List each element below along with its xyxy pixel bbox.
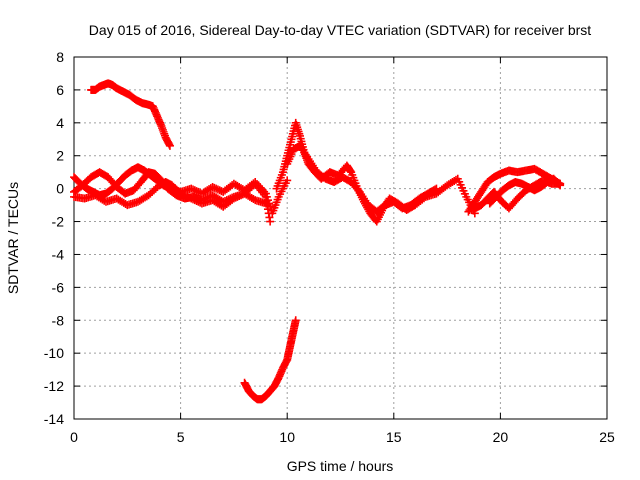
data-point: [213, 185, 222, 194]
data-point: [235, 192, 244, 201]
grid: [74, 57, 607, 419]
data-point: [180, 191, 189, 200]
chart-title: Day 015 of 2016, Sidereal Day-to-day VTE…: [89, 22, 591, 38]
x-axis-label: GPS time / hours: [287, 458, 394, 474]
data-point: [237, 191, 246, 200]
data-point: [291, 316, 300, 325]
data-point: [266, 217, 275, 226]
data-point: [181, 192, 190, 201]
data-point: [208, 182, 217, 191]
y-tick-label: 2: [56, 148, 64, 164]
data-point: [249, 195, 258, 204]
data-point: [192, 187, 201, 196]
y-tick-label: 6: [56, 82, 64, 98]
data-point: [190, 186, 199, 195]
data-point: [192, 196, 201, 205]
data-point: [185, 193, 194, 202]
x-tick-label: 20: [493, 429, 509, 445]
data-point: [187, 194, 196, 203]
y-tick-label: -4: [52, 246, 65, 262]
plot-frame: [73, 56, 608, 420]
y-tick-label: 8: [56, 49, 64, 65]
y-tick-label: -6: [52, 279, 65, 295]
x-tick-label: 0: [70, 429, 78, 445]
data-point: [431, 185, 440, 194]
y-tick-label: -10: [44, 345, 64, 361]
data-point: [189, 185, 198, 194]
series-arc-e: [283, 141, 441, 216]
data-point: [233, 192, 242, 201]
axis-tick-labels: 0 5 10 15 20 25 -14 -12 -10 -8 -6 -4 -2 0 2 4 6 8: [44, 49, 615, 445]
data-point: [187, 184, 196, 193]
data-point: [176, 189, 185, 198]
data-point: [231, 193, 240, 202]
series-arc-high: [87, 79, 174, 150]
data-point: [212, 184, 221, 193]
x-tick-label: 5: [177, 429, 185, 445]
data-point: [229, 194, 238, 203]
x-tick-label: 15: [386, 429, 402, 445]
y-tick-label: -12: [44, 378, 64, 394]
y-tick-label: -2: [52, 214, 65, 230]
series-arc-c: [70, 178, 275, 226]
data-point: [183, 192, 192, 201]
x-tick-label: 25: [599, 429, 615, 445]
data-point: [194, 197, 203, 206]
data-point: [189, 195, 198, 204]
data-point: [283, 176, 292, 185]
data-point: [210, 183, 219, 192]
y-tick-label: -14: [44, 411, 64, 427]
data-point: [556, 181, 565, 190]
data-point: [555, 180, 564, 189]
x-tick-label: 10: [279, 429, 295, 445]
data-points: [70, 79, 565, 404]
y-tick-label: -8: [52, 312, 65, 328]
series-arc-h: [485, 174, 565, 208]
data-point: [190, 196, 199, 205]
data-point: [178, 190, 187, 199]
data-point: [165, 141, 174, 150]
data-point: [432, 184, 441, 193]
y-axis-label: SDTVAR / TECUs: [5, 182, 21, 294]
y-tick-label: 0: [56, 181, 64, 197]
y-tick-label: 4: [56, 115, 64, 131]
series-arc-low: [240, 316, 300, 404]
